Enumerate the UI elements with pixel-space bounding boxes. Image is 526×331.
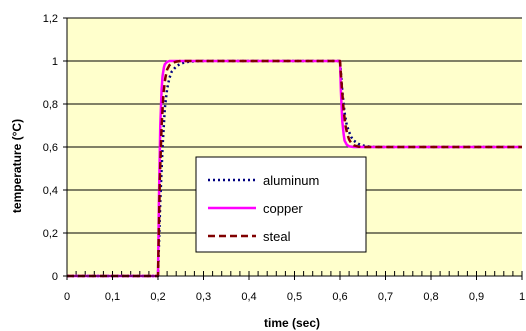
legend-label-aluminum: aluminum	[263, 173, 319, 188]
x-tick-label: 0,7	[378, 291, 393, 303]
y-tick-label: 0,6	[43, 142, 58, 154]
x-tick-label: 0,8	[423, 291, 438, 303]
legend: aluminum copper steal	[195, 156, 367, 253]
y-tick-label: 1	[52, 56, 58, 68]
x-tick-labels: 0 0,1 0,2 0,3 0,4 0,5 0,6 0,7 0,8 0,9 1	[64, 276, 525, 303]
x-tick-label: 0,2	[150, 291, 165, 303]
x-tick-label: 1	[519, 291, 525, 303]
x-tick-label: 0,6	[332, 291, 347, 303]
series-line-aluminum	[67, 59, 522, 278]
y-axis-title: temperature (°C)	[10, 119, 24, 213]
series-line-steal	[67, 59, 522, 278]
y-tick-label: 0	[52, 271, 58, 283]
x-axis-title: time (sec)	[264, 316, 320, 330]
x-tick-label: 0	[64, 291, 70, 303]
x-tick-label: 0,4	[241, 291, 256, 303]
y-tick-label: 1,2	[43, 13, 58, 25]
x-tick-label: 0,3	[196, 291, 211, 303]
y-tick-label: 0,8	[43, 99, 58, 111]
y-tick-labels: 0 0,2 0,4 0,6 0,8 1 1,2	[43, 13, 67, 283]
y-tick-label: 0,2	[43, 228, 58, 240]
x-tick-label: 0,1	[105, 291, 120, 303]
y-tick-label: 0,4	[43, 185, 58, 197]
legend-label-steal: steal	[263, 229, 291, 244]
x-tick-label: 0,5	[287, 291, 302, 303]
series-lines	[67, 59, 522, 278]
x-tick-label: 0,9	[469, 291, 484, 303]
legend-label-copper: copper	[263, 201, 303, 216]
